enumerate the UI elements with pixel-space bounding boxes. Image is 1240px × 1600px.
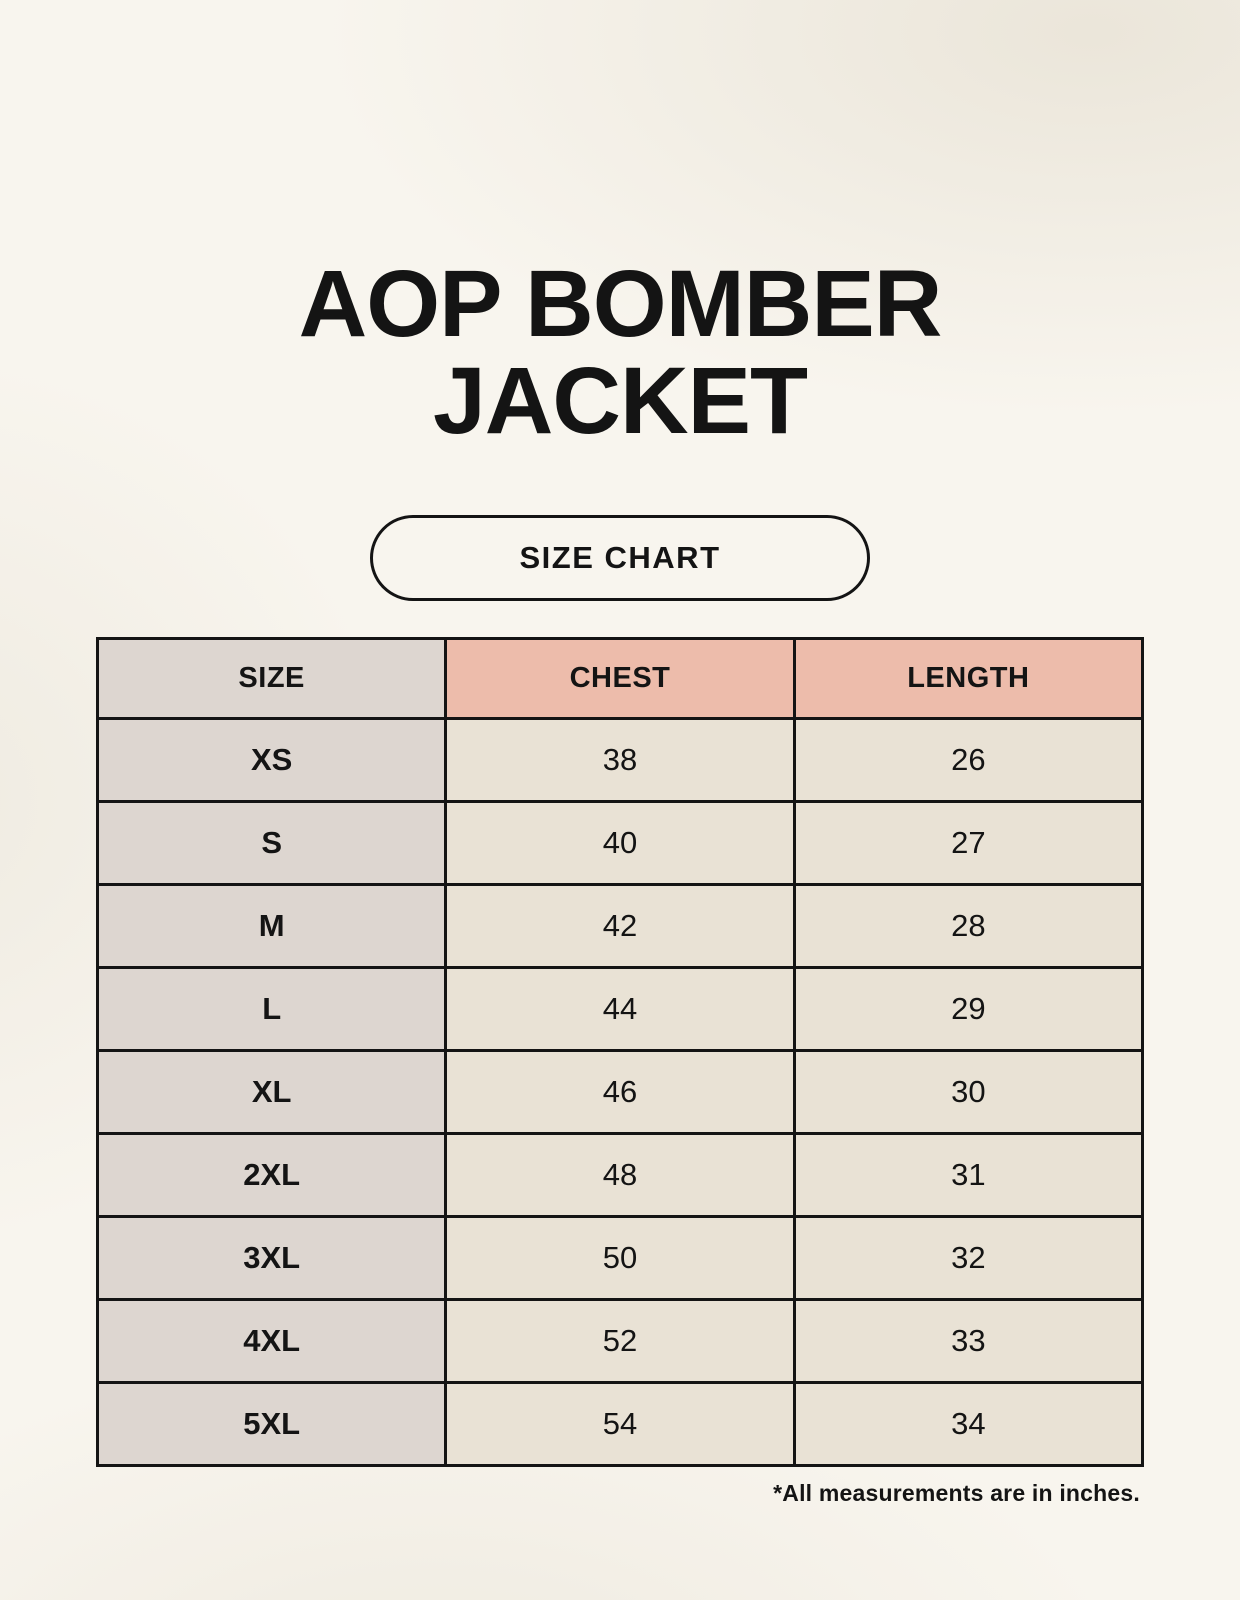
measurements-footnote: *All measurements are in inches. [773, 1479, 1140, 1506]
chest-value: 54 [444, 1380, 796, 1467]
column-header-size: SIZE [95, 636, 448, 720]
column-header-length: LENGTH [792, 636, 1145, 720]
length-value: 34 [792, 1380, 1145, 1467]
size-chart-table: SIZE CHEST LENGTH XS 38 26 S 40 27 M 42 … [95, 636, 1145, 1467]
chest-value: 52 [444, 1297, 796, 1384]
size-label: 3XL [95, 1214, 448, 1301]
table-row: 5XL 54 34 [95, 1380, 1145, 1467]
chest-value: 46 [444, 1048, 796, 1135]
chest-value: 38 [444, 716, 796, 803]
chest-value: 48 [444, 1131, 796, 1218]
page-title-line-1: AOP BOMBER [298, 250, 943, 357]
column-header-chest: CHEST [444, 636, 796, 720]
length-value: 32 [792, 1214, 1145, 1301]
size-label: 2XL [95, 1131, 448, 1218]
table-row: M 42 28 [95, 882, 1145, 969]
chest-value: 50 [444, 1214, 796, 1301]
table-row: XL 46 30 [95, 1048, 1145, 1135]
length-value: 28 [792, 882, 1145, 969]
table-row: 3XL 50 32 [95, 1214, 1145, 1301]
size-chart-page: AOP BOMBER JACKET SIZE CHART SIZE CHEST … [95, 0, 1145, 1507]
page-title: AOP BOMBER JACKET [96, 250, 1144, 455]
size-label: 4XL [95, 1297, 448, 1384]
size-label: M [95, 882, 448, 969]
size-label: L [95, 965, 448, 1052]
page-title-line-2: JACKET [432, 348, 808, 455]
chest-value: 40 [444, 799, 796, 886]
length-value: 26 [792, 716, 1145, 803]
table-row: XS 38 26 [95, 716, 1145, 803]
size-chart-badge-label: SIZE CHART [519, 539, 721, 575]
length-value: 27 [792, 799, 1145, 886]
table-row: 2XL 48 31 [95, 1131, 1145, 1218]
length-value: 30 [792, 1048, 1145, 1135]
size-label: XL [95, 1048, 448, 1135]
size-label: S [95, 799, 448, 886]
length-value: 29 [792, 965, 1145, 1052]
length-value: 33 [792, 1297, 1145, 1384]
table-row: L 44 29 [95, 965, 1145, 1052]
length-value: 31 [792, 1131, 1145, 1218]
chest-value: 42 [444, 882, 796, 969]
table-header-row: SIZE CHEST LENGTH [95, 636, 1145, 720]
size-chart-badge: SIZE CHART [370, 514, 870, 601]
chest-value: 44 [444, 965, 796, 1052]
table-row: 4XL 52 33 [95, 1297, 1145, 1384]
size-label: XS [95, 716, 448, 803]
size-label: 5XL [95, 1380, 448, 1467]
table-row: S 40 27 [95, 799, 1145, 886]
